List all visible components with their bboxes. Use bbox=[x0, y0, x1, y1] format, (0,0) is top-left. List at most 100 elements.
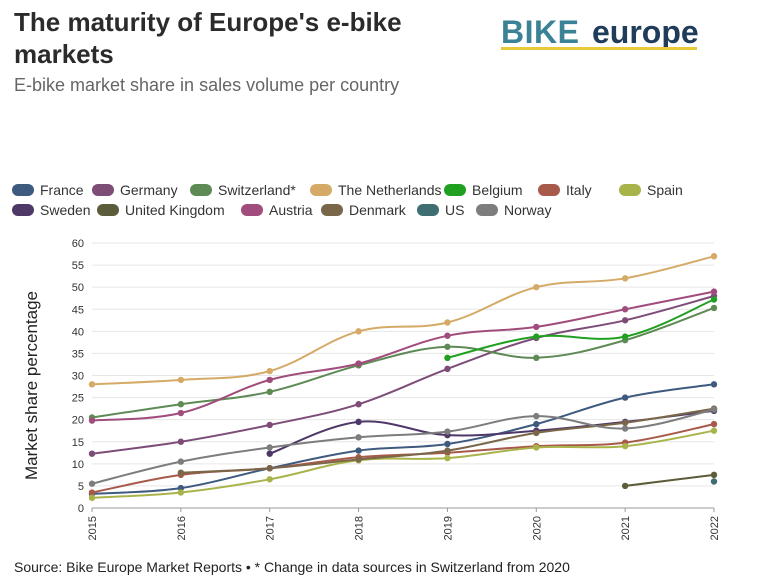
data-point-austria bbox=[710, 288, 718, 295]
legend-swatch bbox=[241, 204, 263, 216]
data-point-denmark bbox=[266, 465, 273, 472]
x-tick-label: 2019 bbox=[442, 516, 454, 540]
legend-item-denmark[interactable]: Denmark bbox=[321, 200, 406, 220]
legend-item-switzerland[interactable]: Switzerland* bbox=[190, 180, 296, 200]
data-point-the-netherlands bbox=[355, 328, 362, 335]
legend-row: Sweden United Kingdom Austria Denmark US Norw… bbox=[12, 200, 772, 220]
legend-label: The Netherlands bbox=[338, 182, 442, 198]
data-point-germany bbox=[444, 365, 451, 373]
data-point-belgium bbox=[444, 354, 451, 362]
data-point-spain bbox=[533, 444, 540, 451]
legend-swatch bbox=[12, 184, 34, 196]
data-point-germany bbox=[621, 317, 629, 324]
y-tick-label: 40 bbox=[72, 326, 84, 338]
data-point-germany bbox=[88, 450, 96, 457]
x-tick-label: 2015 bbox=[87, 516, 99, 540]
data-point-norway bbox=[355, 434, 362, 441]
series-line-the-netherlands bbox=[91, 255, 715, 386]
data-point-denmark bbox=[355, 456, 362, 463]
data-point-spain bbox=[88, 494, 96, 502]
x-tick-label: 2016 bbox=[176, 516, 188, 540]
data-point-switzerland bbox=[710, 304, 718, 312]
series-line-sweden bbox=[269, 409, 715, 455]
y-tick-label: 35 bbox=[72, 348, 84, 360]
data-point-spain bbox=[177, 489, 185, 496]
legend-item-norway[interactable]: Norway bbox=[476, 200, 551, 220]
series-line-austria bbox=[91, 290, 715, 422]
data-point-sweden bbox=[355, 418, 362, 426]
data-point-belgium bbox=[710, 296, 718, 303]
data-point-spain bbox=[710, 427, 718, 434]
data-point-the-netherlands bbox=[444, 319, 451, 326]
data-point-denmark bbox=[444, 447, 451, 454]
data-point-austria bbox=[88, 417, 96, 424]
legend-row: France Germany Switzerland* The Netherlands… bbox=[12, 180, 772, 200]
legend-item-the-netherlands[interactable]: The Netherlands bbox=[310, 180, 442, 200]
series-line-spain bbox=[91, 429, 715, 499]
data-point-belgium bbox=[621, 333, 629, 340]
data-point-norway bbox=[621, 425, 629, 432]
data-point-norway bbox=[710, 406, 718, 413]
data-point-france bbox=[710, 381, 718, 388]
y-tick-label: 25 bbox=[72, 393, 84, 405]
data-point-denmark bbox=[621, 419, 629, 426]
legend-item-us[interactable]: US bbox=[417, 200, 464, 220]
source-note: Source: Bike Europe Market Reports • * C… bbox=[14, 559, 570, 575]
data-point-the-netherlands bbox=[177, 376, 185, 384]
data-point-france bbox=[177, 484, 185, 492]
y-tick-label: 15 bbox=[72, 437, 84, 449]
data-point-norway bbox=[177, 458, 185, 465]
x-tick-label: 2021 bbox=[620, 516, 632, 540]
legend-swatch bbox=[321, 204, 343, 216]
y-tick-label: 30 bbox=[72, 371, 84, 383]
data-point-france bbox=[621, 394, 629, 401]
data-point-united-kingdom bbox=[710, 471, 718, 479]
legend-item-united-kingdom[interactable]: United Kingdom bbox=[97, 200, 225, 220]
legend-swatch bbox=[97, 204, 119, 216]
legend-label: France bbox=[40, 182, 84, 198]
legend-item-germany[interactable]: Germany bbox=[92, 180, 178, 200]
legend-label: Italy bbox=[566, 182, 592, 198]
y-tick-label: 55 bbox=[72, 260, 84, 272]
series-line-germany bbox=[91, 295, 715, 455]
logo-text-bike: BIKE bbox=[501, 14, 580, 50]
y-tick-label: 20 bbox=[72, 415, 84, 427]
data-point-norway bbox=[444, 428, 451, 435]
data-point-the-netherlands bbox=[266, 367, 273, 375]
chart-title: The maturity of Europe's e-bike markets bbox=[14, 7, 402, 69]
legend-swatch bbox=[538, 184, 560, 196]
legend-label: Spain bbox=[647, 182, 683, 198]
data-point-france bbox=[444, 440, 451, 448]
legend-item-belgium[interactable]: Belgium bbox=[444, 180, 523, 200]
data-point-us bbox=[710, 478, 718, 485]
series-line-france bbox=[91, 383, 715, 495]
data-point-the-netherlands bbox=[533, 283, 540, 291]
data-point-switzerland bbox=[533, 354, 540, 362]
legend-item-austria[interactable]: Austria bbox=[241, 200, 313, 220]
data-point-norway bbox=[533, 412, 540, 420]
data-point-norway bbox=[88, 480, 96, 487]
legend-swatch bbox=[476, 204, 498, 216]
y-tick-label: 45 bbox=[72, 304, 84, 316]
y-tick-label: 5 bbox=[78, 481, 84, 493]
legend-item-italy[interactable]: Italy bbox=[538, 180, 592, 200]
legend-item-sweden[interactable]: Sweden bbox=[12, 200, 91, 220]
data-point-switzerland bbox=[266, 388, 273, 396]
data-point-united-kingdom bbox=[621, 482, 629, 490]
data-point-france bbox=[533, 420, 540, 428]
legend-label: Norway bbox=[504, 202, 552, 218]
legend-item-france[interactable]: France bbox=[12, 180, 84, 200]
legend-item-spain[interactable]: Spain bbox=[619, 180, 683, 200]
data-point-austria bbox=[621, 306, 629, 313]
data-point-denmark bbox=[177, 469, 185, 476]
x-tick-label: 2017 bbox=[265, 516, 277, 540]
data-point-the-netherlands bbox=[710, 253, 718, 260]
data-point-france bbox=[355, 447, 362, 454]
legend-label: Belgium bbox=[472, 182, 523, 198]
data-point-austria bbox=[266, 376, 273, 384]
legend-swatch bbox=[310, 184, 332, 196]
legend-label: Denmark bbox=[349, 202, 406, 218]
legend-swatch bbox=[190, 184, 212, 196]
data-point-italy bbox=[710, 420, 718, 428]
